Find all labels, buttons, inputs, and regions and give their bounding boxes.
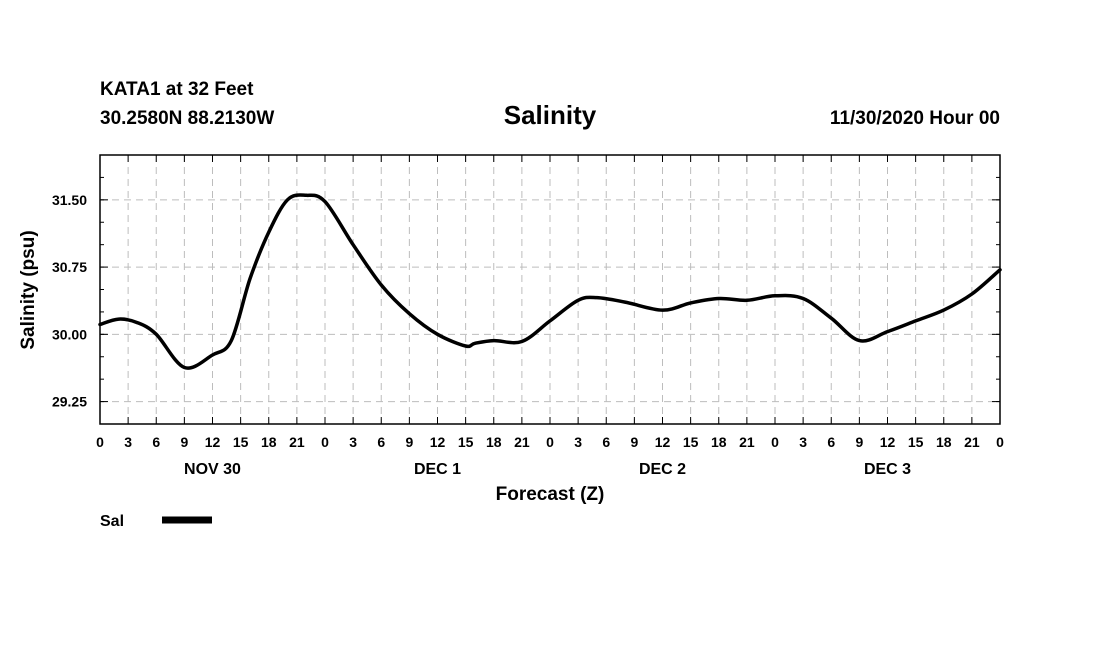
x-tick-label: 21: [964, 434, 980, 450]
x-axis-label: Forecast (Z): [496, 484, 605, 505]
x-tick-label: 18: [261, 434, 277, 450]
x-tick-label: 0: [321, 434, 329, 450]
x-tick-label: 21: [289, 434, 305, 450]
x-tick-label: 6: [602, 434, 610, 450]
x-tick-label: 0: [996, 434, 1004, 450]
station-label: KATA1 at 32 Feet: [100, 79, 254, 100]
x-tick-label: 15: [908, 434, 924, 450]
x-tick-label: 15: [233, 434, 249, 450]
x-tick-label: 9: [180, 434, 188, 450]
x-tick-label: 3: [349, 434, 357, 450]
chart-title: Salinity: [504, 100, 597, 130]
x-tick-label: 9: [405, 434, 413, 450]
x-tick-label: 3: [574, 434, 582, 450]
axis-labels: 0 3 6 9 12 15 18 21 0 3 6 9 12 15 18 21 0 3 6 9 12 15 18 21 0 3 6 9…: [52, 192, 1004, 478]
x-tick-label: 3: [124, 434, 132, 450]
x-tick-label: 21: [739, 434, 755, 450]
y-axis-label: Salinity (psu): [18, 230, 39, 349]
day-label: NOV 30: [184, 461, 241, 478]
x-tick-label: 6: [152, 434, 160, 450]
x-tick-label: 6: [827, 434, 835, 450]
y-tick-label: 30.75: [52, 259, 87, 275]
series-line-sal: [98, 193, 1002, 370]
x-tick-label: 21: [514, 434, 530, 450]
x-tick-label: 0: [771, 434, 779, 450]
day-label: DEC 2: [639, 461, 686, 478]
x-tick-label: 15: [458, 434, 474, 450]
x-tick-label: 18: [486, 434, 502, 450]
station-coords: 30.2580N 88.2130W: [100, 108, 274, 129]
x-tick-label: 15: [683, 434, 699, 450]
x-tick-label: 9: [630, 434, 638, 450]
x-tick-label: 0: [96, 434, 104, 450]
x-tick-label: 6: [377, 434, 385, 450]
forecast-datetime: 11/30/2020 Hour 00: [830, 108, 1000, 129]
day-label: DEC 3: [864, 461, 911, 478]
x-tick-label: 12: [205, 434, 221, 450]
x-tick-label: 3: [799, 434, 807, 450]
x-tick-label: 12: [655, 434, 671, 450]
x-tick-label: 12: [880, 434, 896, 450]
y-tick-label: 31.50: [52, 192, 87, 208]
y-tick-label: 29.25: [52, 394, 87, 410]
plot-frame: [99, 154, 1001, 425]
x-tick-label: 12: [430, 434, 446, 450]
day-label: DEC 1: [414, 461, 461, 478]
legend-label-sal: Sal: [100, 513, 124, 530]
x-tick-label: 0: [546, 434, 554, 450]
x-tick-label: 18: [936, 434, 952, 450]
y-tick-label: 30.00: [52, 326, 87, 342]
x-tick-label: 18: [711, 434, 727, 450]
grid-lines: [100, 155, 1000, 424]
x-tick-label: 9: [855, 434, 863, 450]
